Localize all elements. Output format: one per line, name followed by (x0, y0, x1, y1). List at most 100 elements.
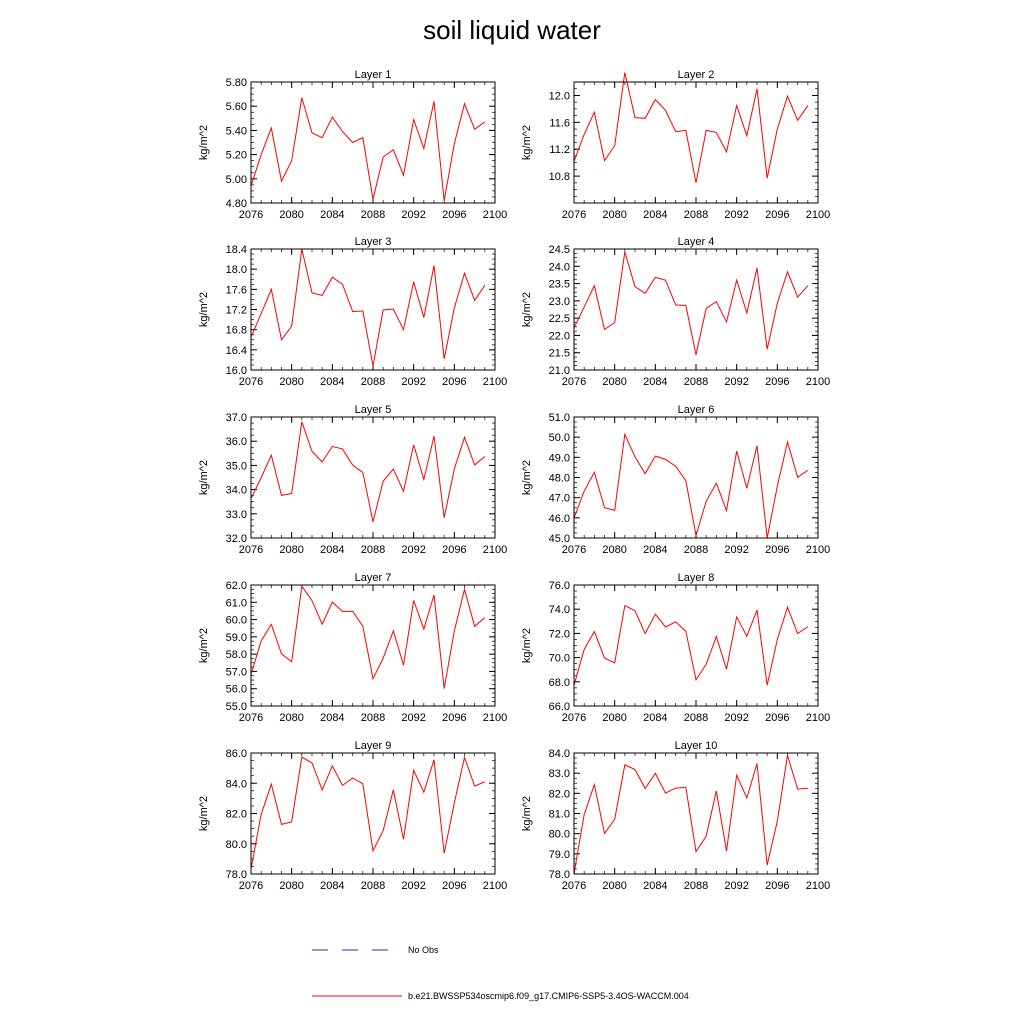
legend-model-label: b.e21.BWSSP534oscmip6.f09_g17.CMIP6-SSP5… (408, 991, 689, 1001)
panel-layer-1: 2076 2080 2084 2088 2092 2096 2100 4.80 5.00 5.20… (198, 69, 507, 221)
x-tick-label: 2088 (361, 209, 385, 221)
panel-title: Layer 9 (355, 740, 392, 752)
x-tick-label: 2096 (442, 209, 466, 221)
plot-frame (250, 81, 496, 204)
y-tick-label: 12.0 (549, 90, 570, 102)
x-tick-label: 2084 (643, 209, 667, 221)
y-tick-label: 57.0 (226, 666, 247, 678)
y-tick-label: 34.0 (226, 485, 247, 497)
panel-layer-9: 2076 2080 2084 2088 2092 2096 2100 78.0 80.0 82.0… (198, 740, 507, 892)
x-tick-label: 2096 (442, 544, 466, 556)
panel-layer-6: 2076 2080 2084 2088 2092 2096 2100 45.0 46.0 47.0… (521, 404, 830, 556)
x-tick-label: 2084 (320, 880, 344, 892)
figure-title: soil liquid water (423, 15, 601, 45)
series-line (250, 248, 486, 367)
panel-title: Layer 3 (355, 236, 392, 248)
y-tick-label: 36.0 (226, 436, 247, 448)
x-tick-label: 2076 (239, 376, 263, 388)
x-tick-label: 2076 (239, 209, 263, 221)
y-tick-label: 18.4 (226, 244, 247, 256)
plot-frame (250, 752, 496, 875)
x-tick-label: 2096 (765, 544, 789, 556)
plot-frame (250, 584, 496, 707)
x-tick-label: 2092 (724, 376, 748, 388)
x-tick-label: 2100 (483, 544, 507, 556)
plot-frame (250, 416, 496, 539)
y-tick-label: 84.0 (549, 748, 570, 760)
x-tick-label: 2076 (562, 880, 586, 892)
x-tick-label: 2076 (239, 880, 263, 892)
x-tick-label: 2088 (684, 544, 708, 556)
y-tick-label: 62.0 (226, 580, 247, 592)
y-tick-label: 72.0 (549, 628, 570, 640)
x-tick-label: 2076 (562, 712, 586, 724)
x-tick-label: 2080 (602, 209, 626, 221)
y-tick-label: 18.0 (226, 264, 247, 276)
x-tick-label: 2076 (562, 376, 586, 388)
x-tick-label: 2080 (279, 376, 303, 388)
x-tick-label: 2096 (765, 712, 789, 724)
x-tick-label: 2080 (279, 880, 303, 892)
panel-layer-7: 2076 2080 2084 2088 2092 2096 2100 55.0 56.0 57.0… (198, 572, 507, 724)
x-tick-label: 2088 (361, 376, 385, 388)
y-axis-label: kg/m^2 (521, 796, 533, 831)
plot-frame (573, 248, 819, 371)
y-tick-label: 81.0 (549, 809, 570, 821)
y-tick-label: 45.0 (549, 533, 570, 545)
y-tick-label: 17.2 (226, 305, 247, 317)
x-tick-label: 2100 (483, 880, 507, 892)
x-tick-label: 2076 (562, 544, 586, 556)
y-tick-label: 5.20 (226, 150, 247, 162)
y-tick-label: 70.0 (549, 653, 570, 665)
x-tick-label: 2092 (401, 712, 425, 724)
y-tick-label: 22.5 (549, 313, 570, 325)
y-tick-label: 48.0 (549, 473, 570, 485)
series-line (573, 72, 809, 183)
x-tick-label: 2088 (361, 880, 385, 892)
panel-title: Layer 1 (355, 69, 392, 81)
y-tick-label: 5.60 (226, 101, 247, 113)
x-tick-label: 2096 (442, 880, 466, 892)
y-tick-label: 33.0 (226, 509, 247, 521)
panel-layer-10: 2076 2080 2084 2088 2092 2096 2100 78.0 79.0 80.0… (521, 740, 830, 892)
x-tick-label: 2088 (684, 880, 708, 892)
panel-title: Layer 2 (678, 69, 715, 81)
x-tick-label: 2080 (602, 712, 626, 724)
x-tick-label: 2084 (643, 376, 667, 388)
y-tick-label: 5.00 (226, 174, 247, 186)
y-tick-label: 58.0 (226, 649, 247, 661)
y-tick-label: 47.0 (549, 493, 570, 505)
y-tick-label: 76.0 (549, 580, 570, 592)
x-tick-label: 2088 (684, 209, 708, 221)
x-tick-label: 2080 (279, 209, 303, 221)
y-tick-label: 16.4 (226, 345, 247, 357)
y-tick-label: 16.0 (226, 365, 247, 377)
y-tick-label: 50.0 (549, 432, 570, 444)
y-axis-label: kg/m^2 (198, 460, 210, 495)
y-tick-label: 74.0 (549, 604, 570, 616)
y-tick-label: 4.80 (226, 198, 247, 210)
x-tick-label: 2080 (602, 544, 626, 556)
y-tick-label: 11.2 (549, 144, 570, 156)
x-tick-label: 2092 (724, 712, 748, 724)
y-axis-label: kg/m^2 (198, 796, 210, 831)
y-tick-label: 5.80 (226, 77, 247, 89)
x-tick-label: 2100 (483, 376, 507, 388)
x-tick-label: 2100 (483, 712, 507, 724)
x-tick-label: 2088 (361, 712, 385, 724)
panel-title: Layer 4 (678, 236, 715, 248)
x-tick-label: 2084 (643, 544, 667, 556)
y-tick-label: 22.0 (549, 330, 570, 342)
x-tick-label: 2080 (279, 544, 303, 556)
x-tick-label: 2092 (724, 880, 748, 892)
x-tick-label: 2080 (279, 712, 303, 724)
x-tick-label: 2084 (643, 712, 667, 724)
x-tick-label: 2084 (643, 880, 667, 892)
x-tick-label: 2096 (765, 880, 789, 892)
series-line (250, 584, 486, 689)
y-tick-label: 82.0 (549, 788, 570, 800)
plot-frame (573, 752, 819, 875)
panel-title: Layer 5 (355, 404, 392, 416)
x-tick-label: 2084 (320, 544, 344, 556)
